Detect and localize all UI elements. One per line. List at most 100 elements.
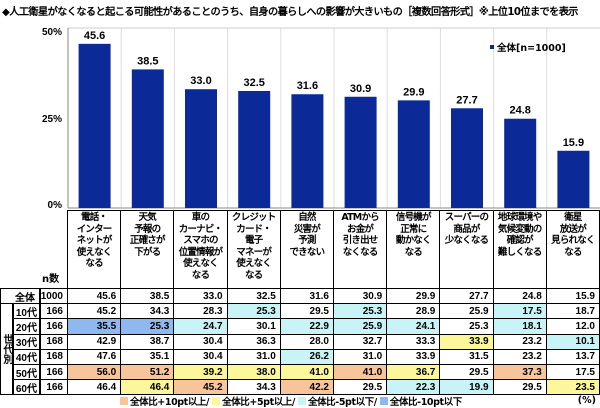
legend-swatch [297, 396, 306, 405]
legend-swatch [212, 396, 221, 405]
n-value: 166 [40, 318, 68, 335]
data-label: 33.0 [190, 75, 211, 87]
table-cell: 29.9 [386, 288, 441, 305]
table-cell: 41.0 [279, 364, 334, 381]
bar [291, 94, 324, 208]
table-cell: 38.7 [120, 333, 175, 350]
category-label: 車の カーナビ・ スマホの 位置情報が 使えなく なる [173, 210, 228, 289]
table-cell: 23.2 [492, 348, 547, 365]
table-cell: 29.5 [492, 379, 547, 396]
table-cell: 25.3 [439, 318, 494, 335]
table-cell: 17.5 [545, 364, 600, 381]
table-cell: 45.2 [67, 303, 122, 320]
row-label: 50代 [13, 364, 40, 381]
table-cell: 25.9 [333, 318, 388, 335]
row-label-total: 全体 [0, 288, 40, 305]
unit-label: (%) [577, 395, 596, 406]
legend-swatch [379, 396, 388, 405]
n-value: 168 [40, 333, 68, 350]
table-cell: 31.5 [439, 348, 494, 365]
legend-label: 全体比+10pt以上/ [130, 396, 210, 408]
table-cell: 29.5 [279, 303, 334, 320]
row-label: 30代 [13, 333, 40, 350]
legend-label: 全体比-5pt以下/ [307, 396, 377, 408]
table-cell: 33.0 [173, 288, 228, 305]
row-label: 10代 [13, 303, 40, 320]
n-value: 166 [40, 364, 68, 381]
table-cell: 32.5 [226, 288, 281, 305]
table-cell: 22.9 [279, 318, 334, 335]
data-label: 15.9 [563, 137, 584, 149]
data-label: 45.6 [84, 30, 105, 42]
bar [78, 43, 111, 209]
table-cell: 36.7 [386, 364, 441, 381]
table-cell: 24.8 [492, 288, 547, 305]
bar [185, 89, 217, 208]
table-cell: 18.1 [492, 318, 547, 335]
bar [451, 108, 483, 208]
table-cell: 25.3 [120, 318, 175, 335]
table-cell: 30.9 [333, 288, 388, 305]
data-label: 27.7 [456, 94, 477, 106]
row-label: 20代 [13, 318, 40, 335]
n-value: 166 [40, 303, 68, 320]
table-cell: 30.1 [226, 318, 281, 335]
table-cell: 31.0 [333, 348, 388, 365]
table-cell: 47.6 [67, 348, 122, 365]
category-label: クレジット カード・ 電子 マネーが 使えなく なる [226, 210, 281, 289]
table-cell: 25.3 [333, 303, 388, 320]
n-value: 168 [40, 348, 68, 365]
table-cell: 25.3 [226, 303, 281, 320]
table-cell: 46.4 [67, 379, 122, 396]
table-cell: 24.7 [173, 318, 228, 335]
table-cell: 38.0 [226, 364, 281, 381]
table-cell: 41.0 [333, 364, 388, 381]
table-cell: 12.0 [545, 318, 600, 335]
table-cell: 13.7 [545, 348, 600, 365]
table-cell: 27.7 [439, 288, 494, 305]
table-cell: 28.3 [173, 303, 228, 320]
category-label: ATMから お金が 引き出せ なくなる [333, 210, 388, 289]
legend-label: 全体比+5pt以上/ [222, 396, 295, 408]
n-value: 1000 [40, 288, 68, 305]
bar [397, 100, 430, 208]
y-tick-label: 0% [48, 200, 63, 211]
table-cell: 18.7 [545, 303, 600, 320]
highlight-legend: 全体比+10pt以上/全体比+5pt以上/全体比-5pt以下/全体比-10pt以… [120, 395, 465, 408]
table-cell: 45.6 [67, 288, 122, 305]
legend-label: 全体[n=1000] [496, 42, 566, 54]
table-cell: 26.2 [279, 348, 334, 365]
table-cell: 56.0 [67, 364, 122, 381]
data-label: 31.6 [297, 80, 318, 92]
category-label: 自然 災害が 予測 できない [279, 210, 334, 289]
table-cell: 10.1 [545, 333, 600, 350]
table-cell: 33.9 [386, 348, 441, 365]
legend-label: 全体比-10pt以下 [389, 396, 462, 408]
data-label: 38.5 [137, 55, 158, 67]
row-label: 60代 [13, 379, 40, 396]
table-cell: 22.3 [386, 379, 441, 396]
table-cell: 35.1 [120, 348, 175, 365]
y-tick-label: 25% [42, 114, 62, 125]
table-cell: 25.9 [439, 303, 494, 320]
data-label: 29.9 [403, 86, 424, 98]
y-tick-label: 50% [42, 27, 62, 38]
data-label: 24.8 [509, 105, 530, 117]
table-cell: 15.9 [545, 288, 600, 305]
category-label: 衛星 放送が 見られなく なる [545, 210, 600, 289]
bar [131, 69, 164, 209]
table-cell: 33.3 [386, 333, 441, 350]
table-cell: 29.5 [439, 364, 494, 381]
table-cell: 33.9 [439, 333, 494, 350]
table-cell: 23.5 [545, 379, 600, 396]
bar [557, 150, 590, 208]
table-cell: 28.9 [386, 303, 441, 320]
table-cell: 30.4 [173, 348, 228, 365]
table-cell: 24.1 [386, 318, 441, 335]
category-label: スーパーの 商品が 少なくなる [439, 210, 494, 289]
bar [238, 91, 271, 208]
table-cell: 30.4 [173, 333, 228, 350]
row-label: 40代 [13, 348, 40, 365]
table-cell: 51.2 [120, 364, 175, 381]
